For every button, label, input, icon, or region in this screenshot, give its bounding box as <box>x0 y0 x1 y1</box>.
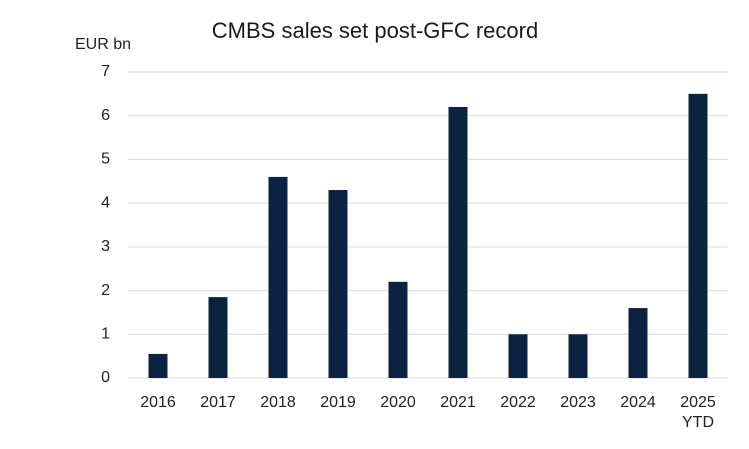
x-tick-label: 2021 <box>440 394 476 411</box>
x-tick-label: 2022 <box>500 394 536 411</box>
x-tick-label: 2016 <box>140 394 176 411</box>
y-tick-label: 5 <box>101 151 110 168</box>
y-tick-label: 3 <box>101 238 110 255</box>
bar <box>268 176 288 378</box>
chart-title: CMBS sales set post-GFC record <box>212 18 538 43</box>
y-tick-label: 1 <box>101 326 110 343</box>
y-axis-label: EUR bn <box>75 36 131 53</box>
y-tick-label: 2 <box>101 282 110 299</box>
y-tick-label: 6 <box>101 107 110 124</box>
bar <box>508 334 528 378</box>
bar <box>388 281 408 378</box>
x-tick-label: 2019 <box>320 394 356 411</box>
x-tick-label: 2025 YTD <box>680 394 716 431</box>
y-tick-label: 4 <box>101 194 110 211</box>
bar <box>208 297 228 378</box>
x-tick-label: 2020 <box>380 394 416 411</box>
bar <box>568 334 588 378</box>
bar <box>328 190 348 378</box>
bar <box>688 93 708 378</box>
bar <box>628 308 648 378</box>
y-tick-label: 7 <box>101 63 110 80</box>
bar <box>448 106 468 378</box>
y-tick-label: 0 <box>101 369 110 386</box>
x-tick-label: 2018 <box>260 394 296 411</box>
x-tick-label: 2023 <box>560 394 596 411</box>
x-tick-label: 2024 <box>620 394 656 411</box>
x-tick-label: 2017 <box>200 394 236 411</box>
bar <box>148 353 168 378</box>
